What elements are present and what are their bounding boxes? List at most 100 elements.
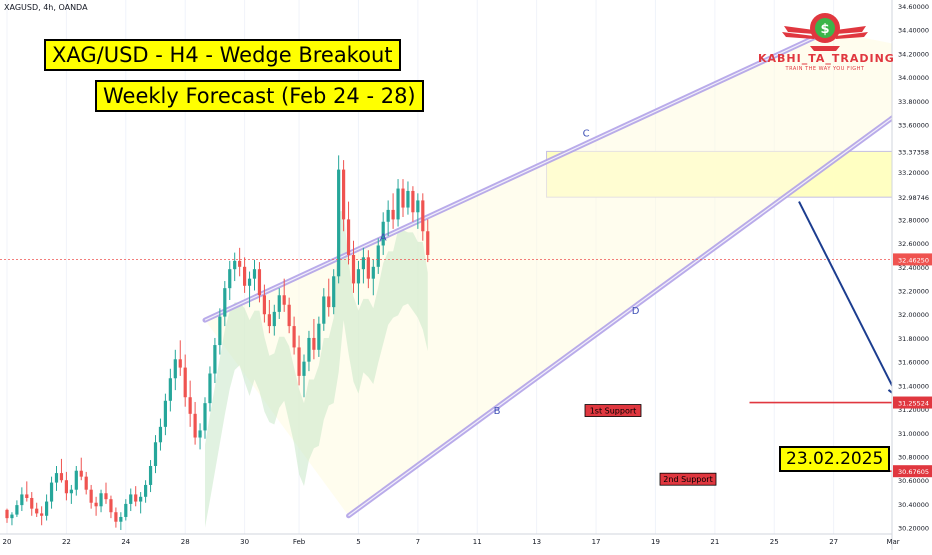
- candle-body: [243, 266, 247, 286]
- time-tick-label: 11: [473, 538, 482, 546]
- candle-body: [168, 378, 172, 401]
- chart-subtitle: Weekly Forecast (Feb 24 - 28): [95, 80, 424, 112]
- dollar-badge-icon: $: [782, 13, 868, 51]
- time-axis: 2022242830Feb5711131719212527Mar57111317…: [0, 533, 900, 546]
- candle-body: [218, 316, 222, 346]
- time-tick-label: 30: [240, 538, 249, 546]
- wave-label-c: C: [583, 128, 590, 139]
- candle-body: [69, 489, 73, 494]
- price-tick-label: 33.60000: [898, 122, 929, 130]
- candle-body: [188, 397, 192, 414]
- wedge-line-core-1: [204, 30, 829, 321]
- candles-layer: [5, 155, 430, 530]
- candle-body: [144, 484, 148, 497]
- candle-body: [421, 200, 425, 232]
- axis-highlight-label: 30.67605: [898, 468, 929, 476]
- candle-body: [99, 493, 103, 507]
- candle-body: [292, 326, 296, 348]
- candle-body: [342, 169, 346, 220]
- candle-body: [346, 219, 351, 255]
- price-tick-label: 32.80000: [898, 216, 929, 224]
- price-tick-label: 34.00000: [898, 74, 929, 82]
- brand-tagline: TRAIN THE WAY YOU FIGHT: [785, 66, 865, 72]
- time-tick-label: 25: [770, 538, 779, 546]
- date-label: 23.02.2025: [779, 446, 891, 472]
- axis-highlight-label: 31.25524: [898, 400, 929, 408]
- forecast-arrow-1: [798, 201, 899, 398]
- time-tick-label: 24: [121, 538, 130, 546]
- price-tick-label: 32.60000: [898, 240, 929, 248]
- candle-body: [312, 337, 316, 350]
- candle-body: [134, 494, 138, 502]
- price-tick-label: 31.40000: [898, 382, 929, 390]
- candle-body: [247, 278, 252, 286]
- candle-body: [203, 403, 207, 431]
- candle-body: [416, 200, 420, 213]
- price-tick-label: 31.80000: [898, 335, 929, 343]
- candle-body: [15, 505, 19, 515]
- candle-body: [391, 209, 395, 220]
- support-label-2: 2nd Support: [663, 475, 712, 484]
- candle-body: [64, 480, 68, 494]
- candle-body: [257, 269, 262, 296]
- candle-body: [208, 373, 212, 404]
- wedge-fill: [205, 30, 932, 516]
- candle-body: [173, 359, 177, 379]
- candle-body: [45, 501, 49, 516]
- candle-body: [223, 288, 227, 317]
- candle-body: [401, 188, 405, 208]
- candle-body: [228, 269, 232, 289]
- support-label-box-2: [659, 472, 717, 486]
- time-tick-label: 17: [592, 538, 601, 546]
- candle-body: [396, 188, 400, 220]
- axis-highlight-label: 32.46250: [898, 256, 929, 264]
- candle-body: [10, 514, 14, 519]
- candle-body: [287, 304, 291, 327]
- candle-body: [332, 276, 336, 308]
- candle-body: [371, 266, 375, 279]
- candle-body: [307, 337, 311, 362]
- candle-body: [317, 323, 321, 350]
- candle-body: [297, 347, 301, 376]
- wedge-lines: [202, 28, 932, 519]
- price-tick-label: 31.20000: [898, 406, 929, 414]
- axis-highlight-box: [893, 396, 932, 409]
- candle-body: [233, 260, 237, 270]
- price-tick-label: 31.60000: [898, 359, 929, 367]
- time-tick-label: 28: [181, 538, 190, 546]
- candle-body: [277, 295, 281, 312]
- candle-body: [139, 496, 143, 502]
- price-tick-label: 30.40000: [898, 501, 929, 509]
- candle-body: [178, 359, 182, 368]
- candle-body: [40, 513, 44, 516]
- candle-body: [74, 470, 78, 490]
- wedge-line-core-2: [348, 88, 932, 517]
- candle-body: [59, 473, 64, 481]
- candle-body: [30, 497, 34, 509]
- candle-body: [198, 430, 202, 438]
- price-tick-label: 33.20000: [898, 169, 929, 177]
- time-tick-label: 7: [416, 538, 420, 546]
- axis-highlight-box: [893, 191, 932, 204]
- time-tick-label: 19: [651, 538, 660, 546]
- candle-body: [94, 502, 98, 507]
- candle-body: [238, 260, 242, 267]
- time-tick-label: 27: [829, 538, 838, 546]
- time-tick-label: 21: [710, 538, 719, 546]
- candle-body: [252, 269, 257, 279]
- time-tick-label: Mar: [886, 538, 899, 546]
- candle-body: [262, 295, 266, 315]
- candle-body: [366, 257, 370, 279]
- price-axis-bg: [892, 0, 932, 550]
- candle-body: [193, 413, 197, 438]
- price-tick-label: 34.20000: [898, 50, 929, 58]
- candle-body: [158, 426, 163, 443]
- candle-body: [272, 311, 276, 327]
- candle-body: [426, 231, 430, 255]
- candle-body: [163, 400, 167, 427]
- price-tick-label: 32.00000: [898, 311, 929, 319]
- candle-body: [356, 269, 361, 284]
- candle-body: [89, 489, 93, 503]
